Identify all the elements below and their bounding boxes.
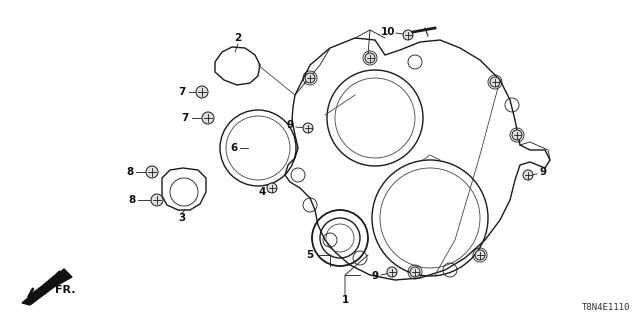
Text: 3: 3 bbox=[179, 213, 186, 223]
Text: 10: 10 bbox=[381, 27, 396, 37]
Polygon shape bbox=[22, 269, 72, 305]
Circle shape bbox=[523, 170, 533, 180]
Text: 6: 6 bbox=[230, 143, 237, 153]
Circle shape bbox=[410, 267, 420, 277]
Text: 1: 1 bbox=[341, 295, 349, 305]
Circle shape bbox=[387, 267, 397, 277]
Circle shape bbox=[512, 130, 522, 140]
Text: FR.: FR. bbox=[55, 285, 76, 295]
Text: 9: 9 bbox=[540, 167, 547, 177]
Circle shape bbox=[365, 53, 375, 63]
Circle shape bbox=[146, 166, 158, 178]
Text: 7: 7 bbox=[181, 113, 189, 123]
Circle shape bbox=[196, 86, 208, 98]
Circle shape bbox=[303, 123, 313, 133]
Circle shape bbox=[490, 77, 500, 87]
Text: 5: 5 bbox=[307, 250, 314, 260]
Text: 2: 2 bbox=[234, 33, 242, 43]
Circle shape bbox=[305, 73, 315, 83]
Text: 9: 9 bbox=[287, 120, 294, 130]
Text: 8: 8 bbox=[129, 195, 136, 205]
Text: 7: 7 bbox=[179, 87, 186, 97]
Circle shape bbox=[202, 112, 214, 124]
Text: 4: 4 bbox=[259, 187, 266, 197]
Text: 9: 9 bbox=[371, 271, 379, 281]
Circle shape bbox=[403, 30, 413, 40]
Circle shape bbox=[267, 183, 277, 193]
Circle shape bbox=[151, 194, 163, 206]
Text: 8: 8 bbox=[126, 167, 134, 177]
Circle shape bbox=[475, 250, 485, 260]
Text: T8N4E1110: T8N4E1110 bbox=[582, 303, 630, 312]
